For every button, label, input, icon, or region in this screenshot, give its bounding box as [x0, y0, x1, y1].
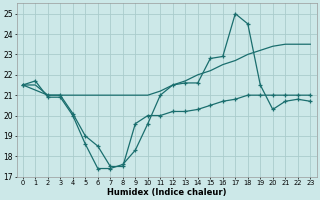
X-axis label: Humidex (Indice chaleur): Humidex (Indice chaleur)	[107, 188, 226, 197]
